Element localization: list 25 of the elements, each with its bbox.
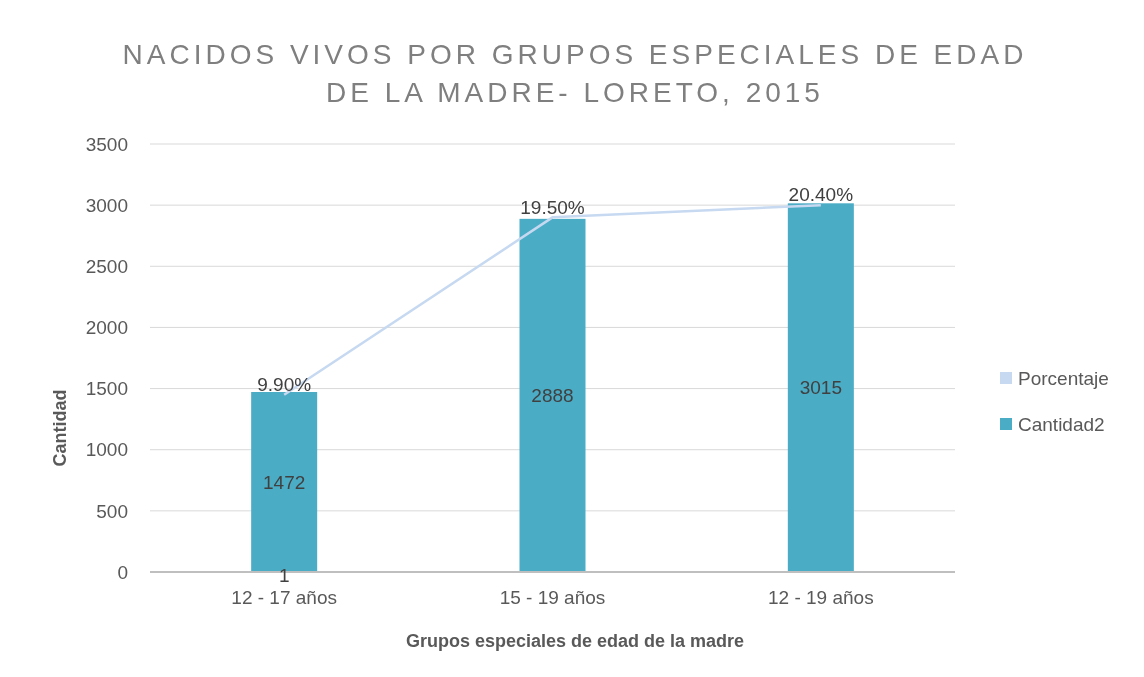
data-label: 3015 (799, 377, 842, 399)
y-tick-label: 2000 (85, 317, 128, 339)
y-tick-label: 0 (117, 561, 128, 583)
legend-label: Cantidad2 (1018, 413, 1105, 435)
y-axis-title: Cantidad (50, 389, 70, 467)
annotation: 20.40% (788, 184, 854, 206)
annotation: 19.50% (520, 196, 585, 218)
x-axis-title: Grupos especiales de edad de la madre (405, 631, 745, 651)
data-label: 2888 (531, 385, 574, 407)
data-label: 1472 (263, 471, 306, 493)
chart-title: NACIDOS VIVOS POR GRUPOS ESPECIALES DE EDAD DE LA MADRE- LORETO, 2015 (122, 39, 1028, 108)
y-tick-label: 1500 (85, 378, 128, 400)
y-tick-label: 3000 (85, 194, 128, 216)
x-tick-label: 12 - 19 años (768, 587, 874, 608)
y-tick-label: 500 (96, 500, 128, 522)
y-tick-label: 3500 (85, 133, 128, 155)
bar (519, 218, 586, 572)
bar (787, 203, 854, 572)
annotation: 1 (278, 565, 290, 587)
annotation: 9.90% (257, 373, 312, 395)
y-tick-label: 1000 (85, 439, 128, 461)
y-tick-label: 2500 (85, 255, 128, 277)
x-tick-label: 15 - 19 años (499, 587, 606, 608)
legend-label: Porcentaje (1018, 367, 1109, 389)
x-tick-label: 12 - 17 años (231, 587, 337, 608)
